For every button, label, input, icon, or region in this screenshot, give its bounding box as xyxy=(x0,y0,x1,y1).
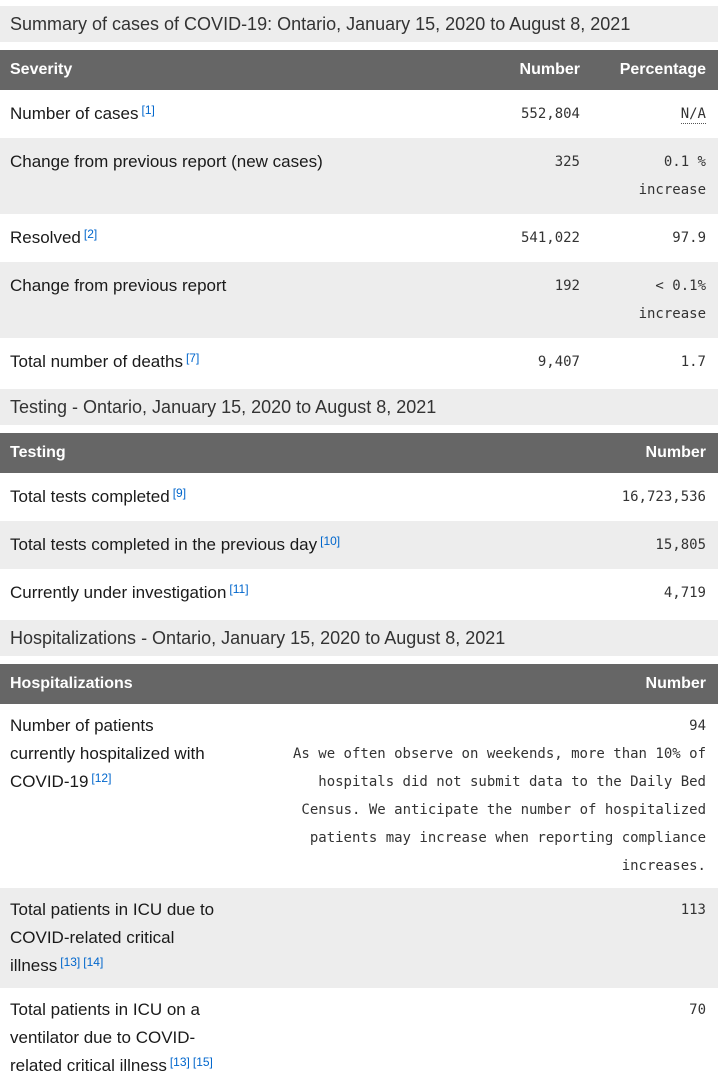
testing-table: Testing Number Total tests completed [9] … xyxy=(0,433,718,617)
summary-section-header: Summary of cases of COVID-19: Ontario, J… xyxy=(0,6,718,42)
number-value: 94 xyxy=(689,718,706,734)
footnote-ref-link[interactable]: [12] xyxy=(91,770,112,785)
hospitalizations-column-header: Hospitalizations xyxy=(0,664,256,704)
number-column-header: Number xyxy=(256,664,718,704)
footnote-sup: [11] xyxy=(229,582,248,596)
table-row-resolved: Resolved [2] 541,022 97.9 xyxy=(0,214,718,262)
footnote-sup: [2] xyxy=(84,227,97,241)
table-row-change-new-cases: Change from previous report (new cases) … xyxy=(0,138,718,214)
footnote-ref-link[interactable]: [14] xyxy=(83,954,104,969)
row-label: Currently under investigation [11] xyxy=(10,581,249,602)
percentage-column-header: Percentage xyxy=(590,50,718,90)
hospitalizations-header-row: Hospitalizations Number xyxy=(0,664,718,704)
row-label: Resolved [2] xyxy=(10,226,98,247)
severity-column-header: Severity xyxy=(0,50,460,90)
number-value: 552,804 xyxy=(520,106,580,122)
footnote-ref-link[interactable]: [13] xyxy=(169,1054,190,1069)
number-value: 541,022 xyxy=(520,230,580,246)
footnote-sup: [7] xyxy=(186,351,199,365)
footnote-ref-link[interactable]: [7] xyxy=(185,350,200,365)
row-label: Number of cases [1] xyxy=(10,102,155,123)
row-label: Total patients in ICU due to COVID-relat… xyxy=(10,900,215,975)
table-row-total-tests: Total tests completed [9] 16,723,536 xyxy=(0,473,718,521)
row-label: Number of patients currently hospitalize… xyxy=(10,716,205,791)
table-row-change-previous-report: Change from previous report 192 < 0.1% i… xyxy=(0,262,718,338)
footnote-ref-link[interactable]: [1] xyxy=(141,102,155,117)
footnote-sup: [13] xyxy=(60,955,80,969)
hospitalizations-table: Hospitalizations Number Number of patien… xyxy=(0,664,718,1088)
footnote-ref-link[interactable]: [15] xyxy=(192,1054,213,1069)
row-label: Change from previous report (new cases) xyxy=(10,152,323,171)
footnote-ref-link[interactable]: [10] xyxy=(320,533,341,548)
number-value: 9,407 xyxy=(537,354,580,370)
number-value: 4,719 xyxy=(663,585,706,601)
footnote-sup: [10] xyxy=(320,534,340,548)
footnote-sup: [1] xyxy=(142,103,155,117)
row-label: Total tests completed in the previous da… xyxy=(10,533,341,554)
number-value-with-note: 94 As we often observe on weekends, more… xyxy=(256,704,718,888)
table-row-currently-hospitalized: Number of patients currently hospitalize… xyxy=(0,704,718,888)
footnote-ref-link[interactable]: [2] xyxy=(83,226,98,241)
testing-header-row: Testing Number xyxy=(0,433,718,473)
table-row-tests-previous-day: Total tests completed in the previous da… xyxy=(0,521,718,569)
percentage-value: < 0.1% increase xyxy=(638,278,706,322)
footnote-sup: [15] xyxy=(193,1055,213,1069)
footnote-ref-link[interactable]: [9] xyxy=(172,485,187,500)
na-abbreviation: N/A xyxy=(680,106,706,124)
table-row-under-investigation: Currently under investigation [11] 4,719 xyxy=(0,569,718,617)
row-label: Change from previous report xyxy=(10,276,227,295)
footnote-sup: [9] xyxy=(173,486,186,500)
footnote-ref-link[interactable]: [11] xyxy=(229,581,249,596)
table-row-icu: Total patients in ICU due to COVID-relat… xyxy=(0,888,718,988)
severity-table: Severity Number Percentage Number of cas… xyxy=(0,50,718,386)
table-row-icu-ventilator: Total patients in ICU on a ventilator du… xyxy=(0,988,718,1088)
percentage-value: 0.1 % increase xyxy=(638,154,706,198)
number-value: 192 xyxy=(554,278,580,294)
footnote-sup: [12] xyxy=(91,771,111,785)
footnote-ref-link[interactable]: [13] xyxy=(60,954,81,969)
number-value: 16,723,536 xyxy=(621,489,706,505)
number-value: 325 xyxy=(554,154,580,170)
percentage-value: N/A xyxy=(590,90,718,138)
number-value: 113 xyxy=(680,902,706,918)
row-label: Total number of deaths [7] xyxy=(10,350,200,371)
reporting-compliance-note: As we often observe on weekends, more th… xyxy=(292,746,706,874)
severity-header-row: Severity Number Percentage xyxy=(0,50,718,90)
row-label: Total tests completed [9] xyxy=(10,485,187,506)
number-column-header: Number xyxy=(578,433,718,473)
hospitalizations-section-header: Hospitalizations - Ontario, January 15, … xyxy=(0,620,718,656)
percentage-value: 97.9 xyxy=(672,230,706,246)
footnote-sup: [14] xyxy=(83,955,103,969)
number-column-header: Number xyxy=(460,50,590,90)
table-row-number-of-cases: Number of cases [1] 552,804 N/A xyxy=(0,90,718,138)
footnote-sup: [13] xyxy=(170,1055,190,1069)
testing-column-header: Testing xyxy=(0,433,578,473)
testing-section-header: Testing - Ontario, January 15, 2020 to A… xyxy=(0,389,718,425)
number-value: 15,805 xyxy=(655,537,706,553)
number-value: 70 xyxy=(689,1002,706,1018)
table-row-total-deaths: Total number of deaths [7] 9,407 1.7 xyxy=(0,338,718,386)
row-label: Total patients in ICU on a ventilator du… xyxy=(10,1000,213,1075)
percentage-value: 1.7 xyxy=(680,354,706,370)
